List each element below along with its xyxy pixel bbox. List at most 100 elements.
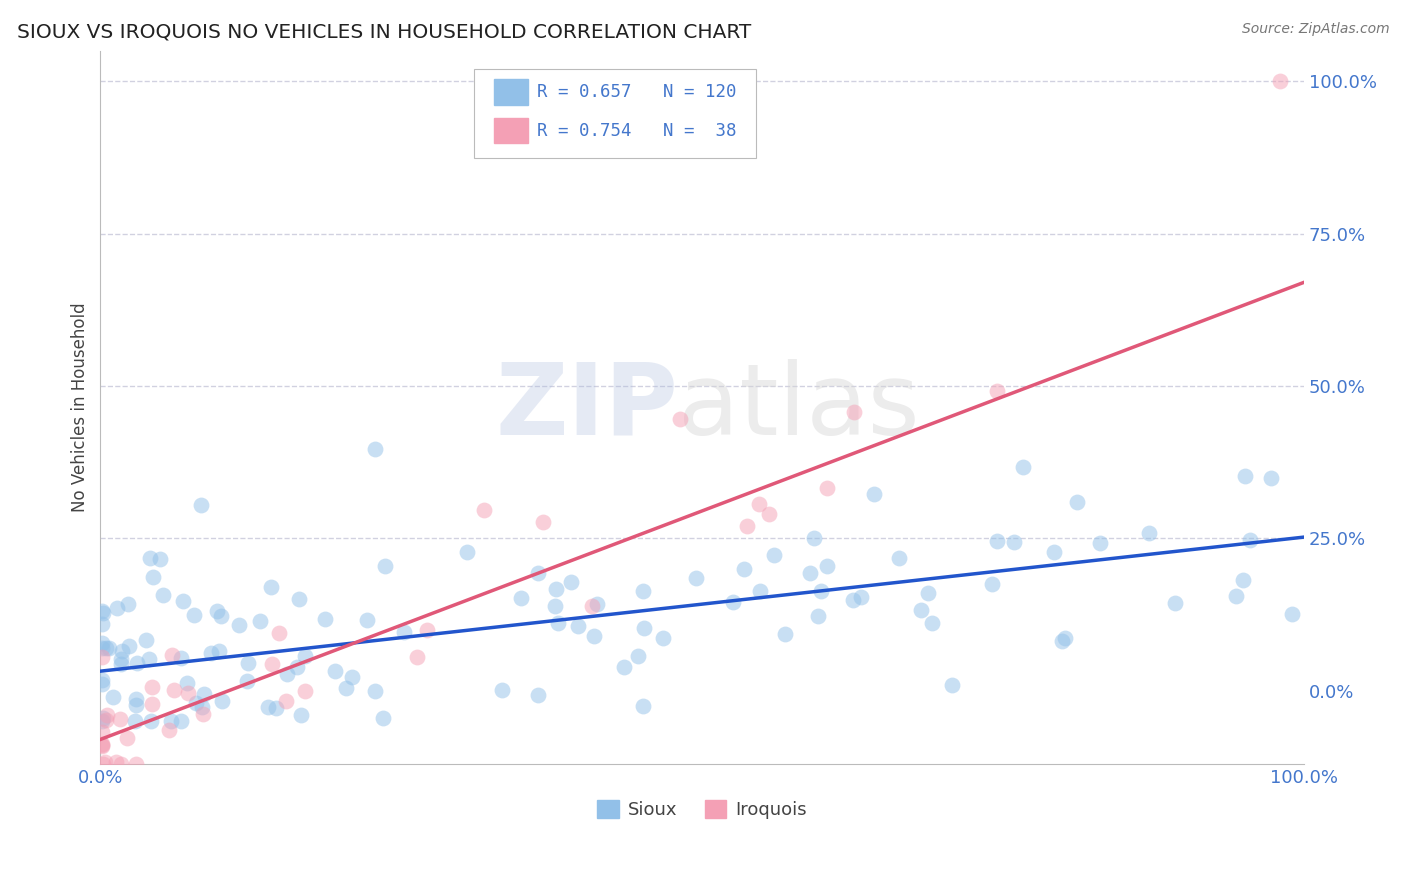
Point [97,640,120,655]
Point [586,598,609,612]
Point [633,621,655,635]
Point [547,615,569,630]
Point [735,519,758,533]
Point [807,609,830,624]
Point [209,609,232,624]
Point [613,659,636,673]
Point [117,598,139,612]
Point [627,648,650,663]
Point [526,566,548,580]
Point [456,545,478,559]
Point [149,551,172,566]
Point [90,617,112,632]
Point [183,607,205,622]
Point [90,714,112,728]
Point [90,636,112,650]
Point [762,548,785,562]
Point [721,595,744,609]
Point [264,701,287,715]
Point [1232,573,1254,587]
Point [374,558,396,573]
Point [1225,590,1247,604]
Point [124,692,146,706]
Point [510,591,533,605]
Point [1011,460,1033,475]
Point [94,641,117,656]
Point [921,615,943,630]
Point [90,737,112,751]
Text: R = 0.657   N = 120: R = 0.657 N = 120 [537,83,737,101]
Point [1281,607,1303,621]
Point [191,700,214,714]
Point [169,650,191,665]
Point [111,644,134,658]
Point [544,599,567,613]
Point [211,694,233,708]
Point [531,515,554,529]
Point [1050,634,1073,648]
Point [405,649,427,664]
Text: Source: ZipAtlas.com: Source: ZipAtlas.com [1241,22,1389,37]
Point [96,708,118,723]
Point [90,673,112,688]
Point [104,755,127,769]
Point [172,594,194,608]
Point [668,411,690,425]
Point [139,714,162,728]
Point [141,697,163,711]
FancyBboxPatch shape [474,69,756,158]
Point [110,756,132,771]
Point [176,675,198,690]
Point [238,656,260,670]
Point [1054,632,1077,646]
Point [124,714,146,728]
Point [208,643,231,657]
Text: SIOUX VS IROQUOIS NO VEHICLES IN HOUSEHOLD CORRELATION CHART: SIOUX VS IROQUOIS NO VEHICLES IN HOUSEHO… [17,22,751,41]
Point [260,657,283,671]
Point [110,652,132,666]
Point [1066,495,1088,509]
Point [917,586,939,600]
Text: ZIP: ZIP [495,359,678,456]
Point [527,689,550,703]
Point [90,640,112,655]
Point [392,625,415,640]
Point [276,694,298,708]
Point [288,592,311,607]
Point [889,550,911,565]
Point [115,731,138,746]
Point [560,574,582,589]
Point [170,714,193,728]
Point [1260,471,1282,485]
Point [1268,74,1291,88]
Point [96,713,118,727]
Point [810,584,832,599]
Point [257,700,280,714]
Point [160,648,183,662]
Point [567,618,589,632]
Point [323,665,346,679]
Point [228,617,250,632]
Point [90,725,112,739]
Point [200,646,222,660]
Point [90,739,112,753]
Point [1239,533,1261,547]
Point [981,576,1004,591]
Point [285,660,308,674]
Point [90,650,112,665]
Point [631,698,654,713]
Point [90,738,112,752]
Point [91,711,114,725]
Point [1002,535,1025,549]
Point [193,687,215,701]
Point [364,683,387,698]
Point [799,566,821,580]
Point [364,442,387,456]
Point [583,629,606,643]
Point [294,648,316,663]
Point [340,670,363,684]
FancyBboxPatch shape [494,79,527,105]
Point [491,683,513,698]
Point [117,639,139,653]
FancyBboxPatch shape [494,118,527,144]
